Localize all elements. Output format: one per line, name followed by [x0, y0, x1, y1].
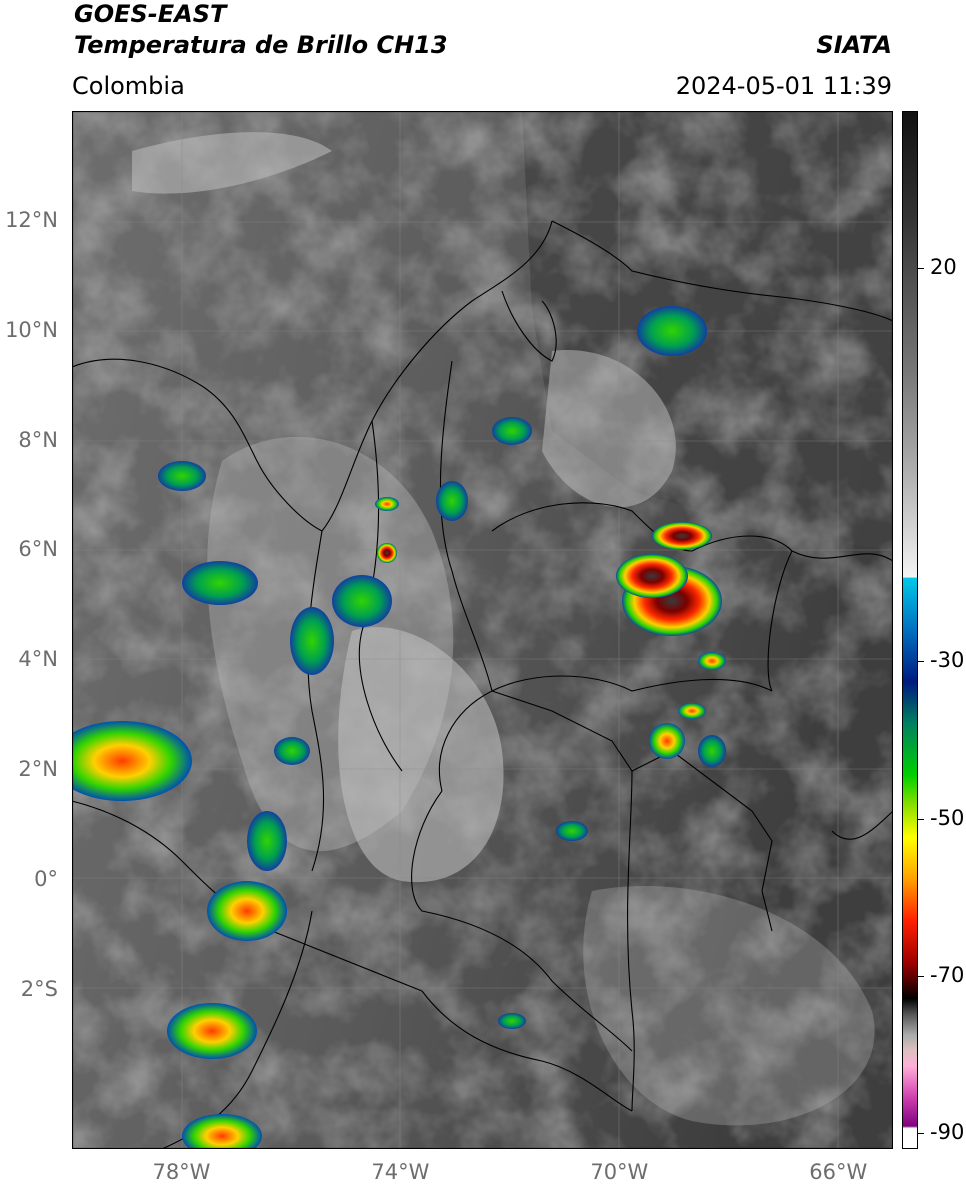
- latitude-label: 0°: [34, 866, 58, 891]
- colorbar-tick-mark: [918, 976, 924, 977]
- colorbar-tick-mark: [918, 268, 924, 270]
- longitude-label: 70°W: [590, 1160, 649, 1184]
- agency-title: SIATA: [816, 31, 892, 59]
- latitude-label: 12°N: [5, 207, 58, 232]
- colorbar-tick-label: -50: [930, 805, 965, 830]
- longitude-label: 66°W: [809, 1160, 868, 1184]
- latitude-label: 8°N: [18, 427, 58, 452]
- latitude-label: 6°N: [18, 537, 58, 562]
- storm-cells: [72, 306, 726, 1149]
- colorbar-tick-label: -90: [930, 1120, 965, 1145]
- region-label: Colombia: [72, 72, 185, 100]
- colorbar-tick-label: -30: [930, 648, 965, 673]
- colorbar-tick-mark: [918, 661, 924, 663]
- latitude-label: 10°N: [5, 317, 58, 342]
- datetime-label: 2024-05-01 11:39: [675, 72, 892, 100]
- colorbar-tick-mark: [918, 1133, 924, 1135]
- satellite-title: GOES-EAST: [74, 0, 227, 28]
- latitude-label: 2°N: [18, 757, 58, 782]
- longitude-label: 78°W: [152, 1160, 211, 1184]
- product-title: Temperatura de Brillo CH13: [74, 31, 448, 59]
- colorbar-tick-label: -70: [930, 963, 965, 987]
- latitude-label: 2°S: [20, 976, 58, 1001]
- temperature-colorbar: [902, 111, 918, 1149]
- latitude-label: 4°N: [18, 647, 58, 672]
- brightness-temperature-map: [72, 111, 893, 1149]
- longitude-label: 74°W: [371, 1160, 430, 1184]
- colorbar-tick-label: 20: [930, 255, 957, 280]
- colorbar-tick-mark: [918, 818, 924, 820]
